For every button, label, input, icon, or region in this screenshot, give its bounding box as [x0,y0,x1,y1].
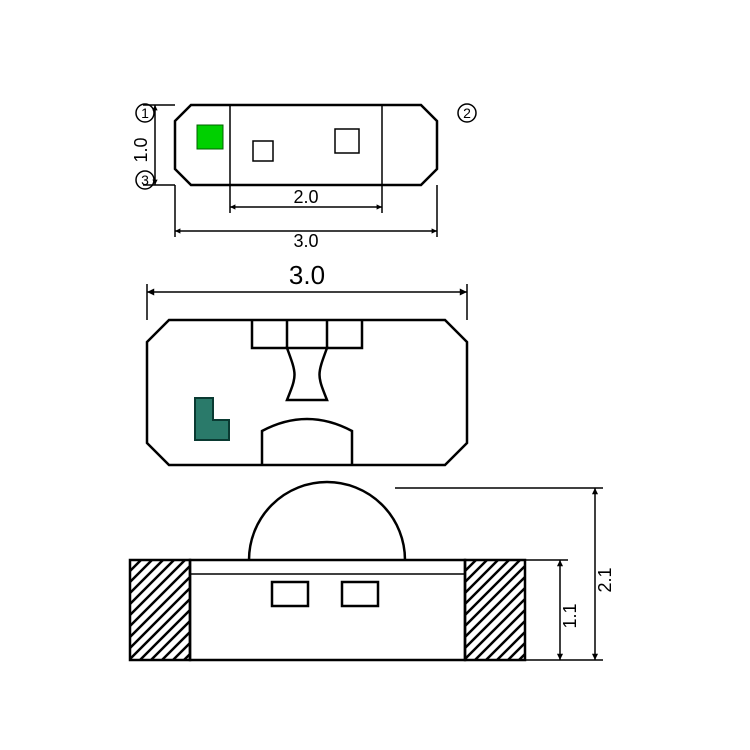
green-chip [197,125,223,149]
side-view: 1.1 2.1 [130,482,615,660]
teal-chip [195,398,229,440]
dim-1-1: 1.1 [560,603,580,628]
mid-view: 3.0 [147,260,467,465]
top-pad-1 [253,141,273,161]
top-view: 1231.02.03.0 [131,104,476,251]
top-pad-2 [335,129,359,153]
dim-3-0: 3.0 [293,231,318,251]
dome [249,482,405,560]
ref-2: 2 [463,105,471,121]
dim-2-1: 2.1 [595,567,615,592]
ref-1: 1 [141,105,149,121]
mid-body-outline [147,320,467,465]
dim-2-0: 2.0 [293,187,318,207]
side-inner-pad-1 [272,582,308,606]
side-inner-pad-2 [342,582,378,606]
dim-1-0: 1.0 [131,137,151,162]
mid-dim-3-0: 3.0 [289,260,325,290]
